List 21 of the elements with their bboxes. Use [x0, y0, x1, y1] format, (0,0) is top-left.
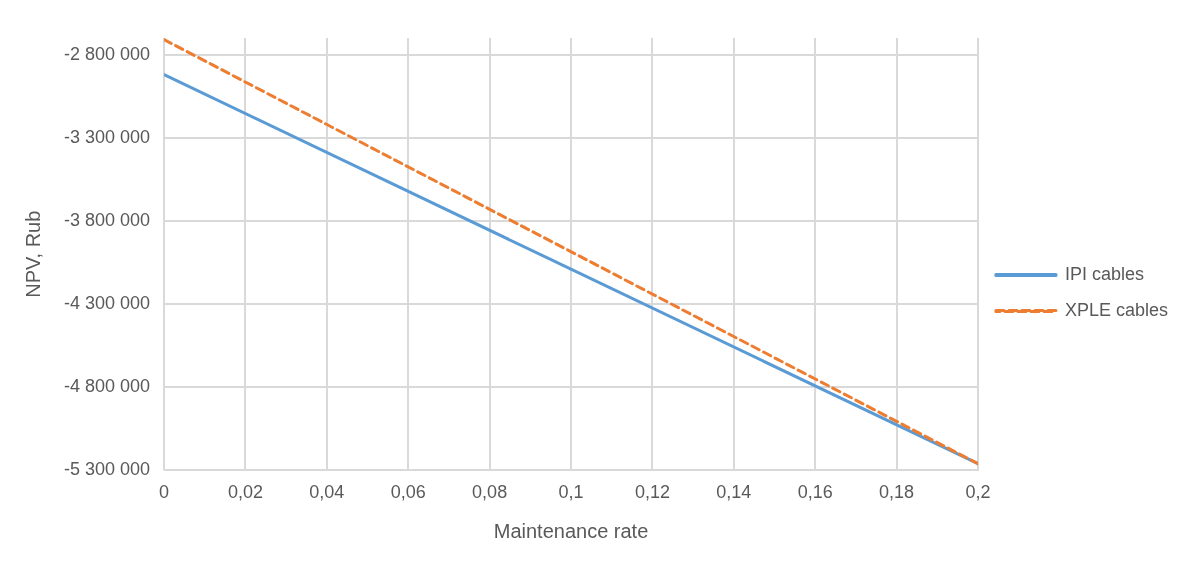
y-tick-label: -4 800 000 [63, 376, 151, 397]
x-tick-label: 0,02 [227, 482, 263, 503]
x-axis-title: Maintenance rate [493, 519, 649, 542]
legend-label: XPLE cables [1064, 299, 1168, 320]
x-tick-label: 0 [159, 482, 170, 503]
y-tick-label: -4 300 000 [63, 293, 151, 314]
x-tick-label: 0,08 [472, 482, 508, 503]
x-tick-label: 0,2 [965, 482, 991, 503]
y-tick-label: -5 300 000 [63, 459, 151, 480]
x-tick-label: 0,1 [558, 482, 584, 503]
y-tick-label: -3 800 000 [63, 209, 151, 230]
legend-label: IPI cables [1064, 263, 1144, 284]
x-tick-label: 0,14 [716, 482, 752, 503]
y-tick-label: -2 800 000 [63, 43, 151, 64]
x-tick-label: 0,04 [309, 482, 345, 503]
y-axis-title: NPV, Rub [21, 210, 44, 298]
y-tick-label: -3 300 000 [63, 126, 151, 147]
x-tick-label: 0,12 [634, 482, 670, 503]
x-tick-label: 0,18 [879, 482, 915, 503]
x-tick-label: 0,06 [390, 482, 426, 503]
x-tick-label: 0,16 [797, 482, 833, 503]
